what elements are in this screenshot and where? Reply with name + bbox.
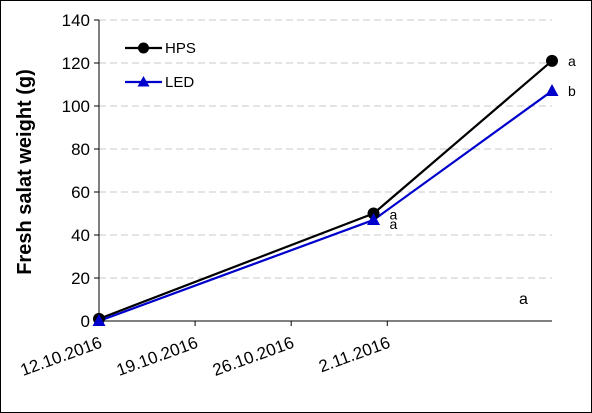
significance-annotation: a [390,207,398,223]
legend-hps-label: HPS [165,40,196,57]
y-tick-label: 60 [71,183,90,202]
legend-led-label: LED [165,74,194,91]
y-tick-label: 100 [62,97,90,116]
y-tick-label: 40 [71,226,90,245]
x-tick-label: 2.11.2016 [316,333,392,376]
y-tick-label: 120 [62,54,90,73]
significance-annotation: a [519,291,528,308]
x-tick-label: 12.10.2016 [18,333,104,380]
y-tick-label: 80 [71,140,90,159]
data-point-led [367,212,381,225]
y-tick-label: 20 [71,269,90,288]
significance-annotation: b [568,83,576,99]
data-point-led [545,83,559,96]
x-tick-label: 26.10.2016 [210,333,296,380]
axis-layer [98,20,552,322]
data-point-hps [546,54,558,67]
series-layer [92,54,559,326]
series-line-hps [98,60,553,320]
y-axis-label: Fresh salat weight (g) [14,69,36,275]
legend-hps-marker [138,42,149,54]
legend: HPS LED [125,40,196,91]
y-tick-label: 0 [81,312,90,331]
significance-annotation: a [568,53,576,69]
y-tick-label: 140 [62,11,90,30]
significance-annotation: a [390,216,398,232]
series-line-led [98,90,553,323]
y-tick-layer: 0 20 40 60 80 100 120 140 [62,11,99,331]
data-point-led [92,314,106,326]
x-tick-label: 19.10.2016 [114,333,200,380]
legend-led-marker [137,76,150,87]
grid-layer [99,19,552,279]
x-tick-layer: 12.10.2016 19.10.2016 26.10.2016 2.11.2016 [18,321,393,380]
